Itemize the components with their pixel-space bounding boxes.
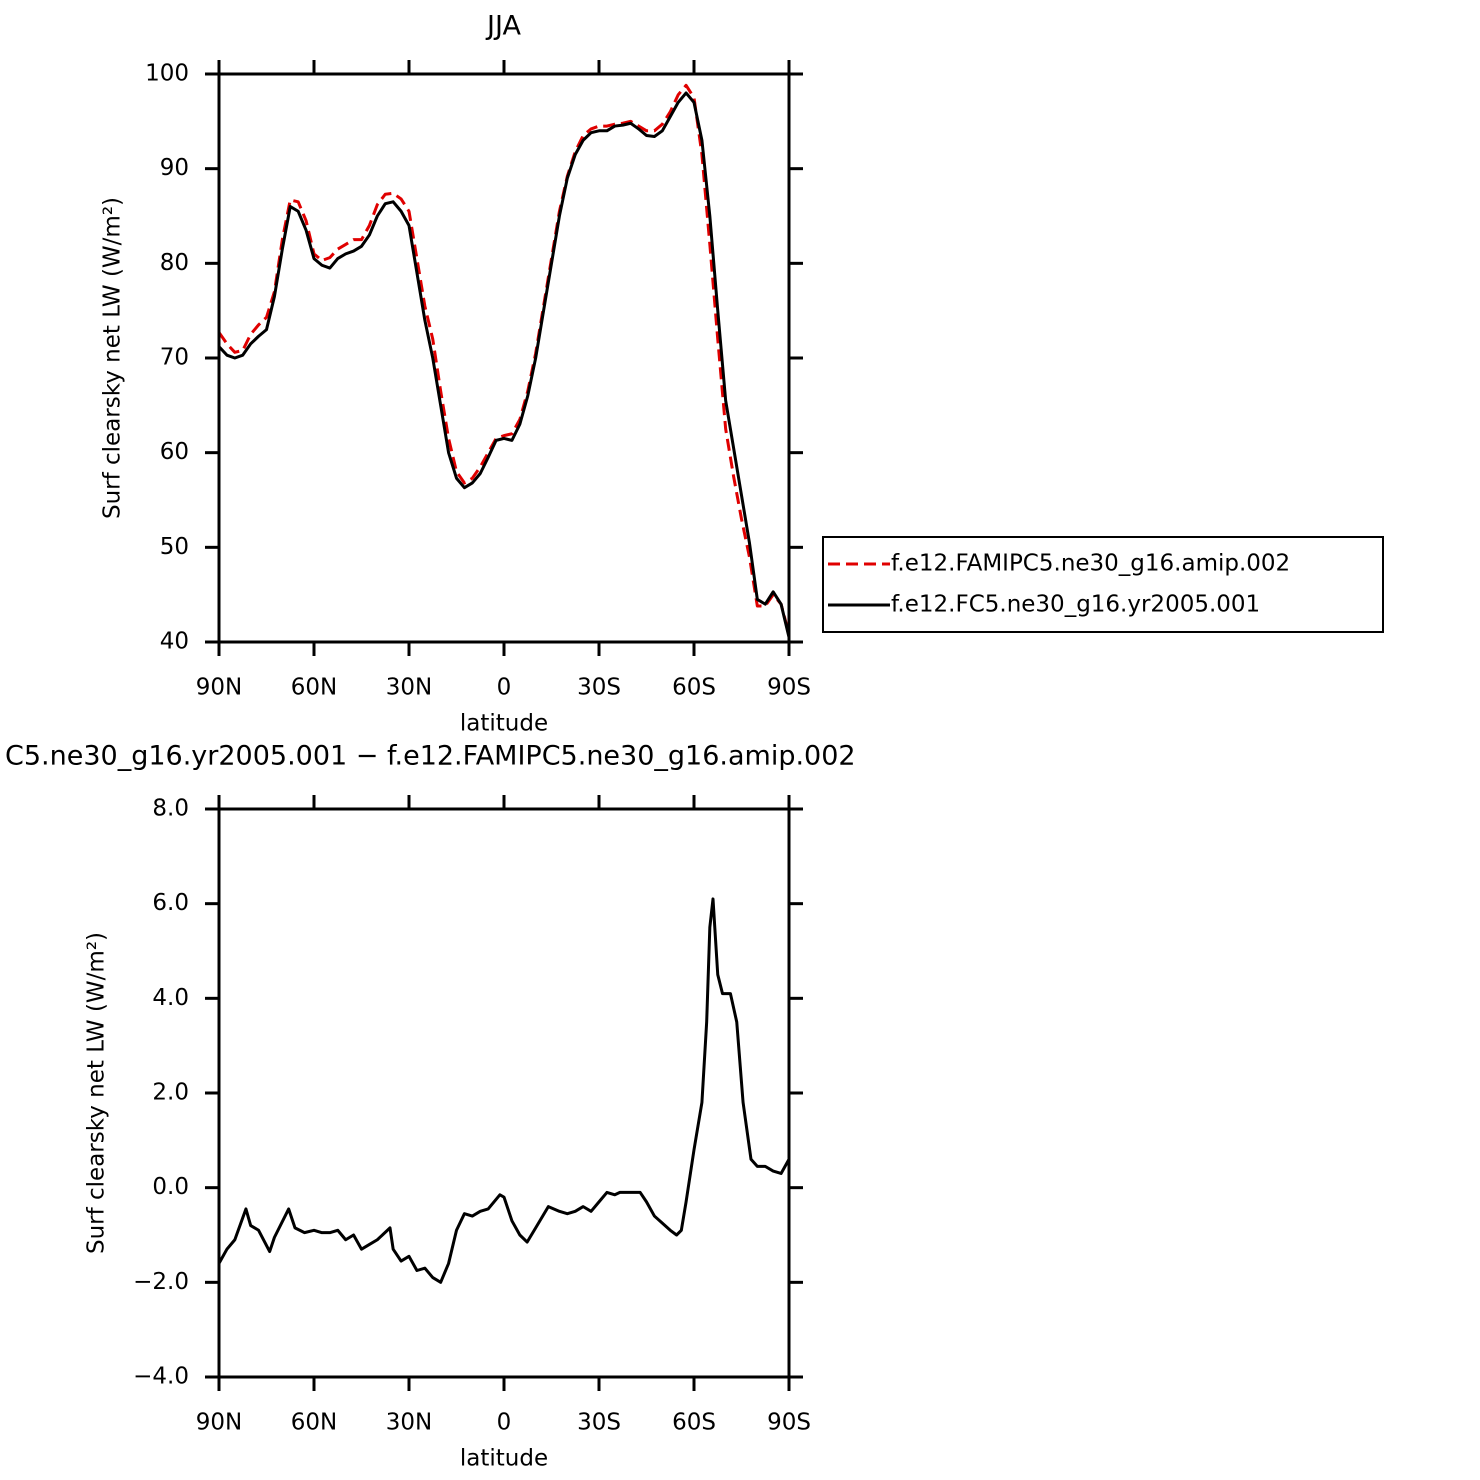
x-tick-label: 60S <box>672 675 716 701</box>
y-tick-label: −2.0 <box>133 1269 189 1295</box>
x-tick-label: 30S <box>577 1410 621 1436</box>
x-tick-label: 0 <box>497 1410 512 1436</box>
x-axis-label: latitude <box>460 1446 548 1472</box>
y-tick-label: 90 <box>160 155 189 181</box>
y-tick-label: 100 <box>145 61 189 87</box>
y-tick-label: 80 <box>160 250 189 276</box>
x-tick-label: 60N <box>291 1410 337 1436</box>
y-tick-label: 2.0 <box>152 1080 189 1106</box>
legend-label: f.e12.FC5.ne30_g16.yr2005.001 <box>891 592 1260 618</box>
y-axis-label: Surf clearsky net LW (W/m²) <box>100 197 126 519</box>
y-tick-label: 0.0 <box>152 1174 189 1200</box>
y-tick-label: 60 <box>160 439 189 465</box>
legend-box <box>822 536 1384 633</box>
x-tick-label: 90S <box>767 1410 811 1436</box>
x-tick-label: 90N <box>196 1410 242 1436</box>
x-axis-label: latitude <box>460 711 548 737</box>
x-tick-label: 30N <box>386 675 432 701</box>
x-tick-label: 90S <box>767 675 811 701</box>
x-tick-label: 90N <box>196 675 242 701</box>
x-tick-label: 60S <box>672 1410 716 1436</box>
x-tick-label: 60N <box>291 675 337 701</box>
chart-title: C5.ne30_g16.yr2005.001 − f.e12.FAMIPC5.n… <box>5 741 856 772</box>
y-tick-label: 6.0 <box>152 890 189 916</box>
legend-label: f.e12.FAMIPC5.ne30_g16.amip.002 <box>891 551 1290 577</box>
x-tick-label: 30N <box>386 1410 432 1436</box>
chart-title: JJA <box>485 11 521 42</box>
data-line <box>217 897 791 1284</box>
y-tick-label: 70 <box>160 345 189 371</box>
x-tick-label: 0 <box>497 675 512 701</box>
x-tick-label: 30S <box>577 675 621 701</box>
data-line <box>217 91 791 638</box>
y-tick-label: 8.0 <box>152 796 189 822</box>
y-tick-label: 50 <box>160 534 189 560</box>
y-axis-label: Surf clearsky net LW (W/m²) <box>84 932 110 1254</box>
y-tick-label: 4.0 <box>152 985 189 1011</box>
y-tick-label: −4.0 <box>133 1364 189 1390</box>
y-tick-label: 40 <box>160 629 189 655</box>
